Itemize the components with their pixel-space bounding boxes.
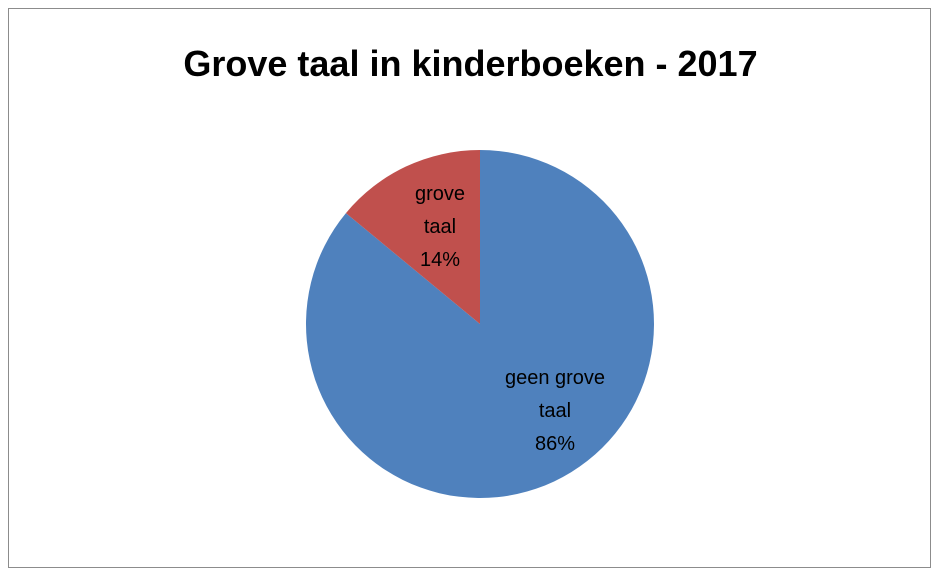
pie-labels: geen grove taal 86% grove taal 14% [415, 183, 605, 455]
pie-chart: geen grove taal 86% grove taal 14% [306, 150, 655, 499]
slice-label-1-line-2: 14% [420, 249, 460, 271]
pie-slice-1 [345, 150, 480, 324]
pie-slice-0 [306, 150, 655, 499]
slice-label-1-line-1: taal [424, 216, 456, 238]
slice-label-0-line-0: geen grove [505, 367, 605, 389]
slice-label-1-line-0: grove [415, 183, 465, 205]
slice-label-0-line-1: taal [539, 400, 571, 422]
pie-slices [306, 150, 655, 499]
chart-title: Grove taal in kinderboeken - 2017 [183, 43, 758, 84]
slice-label-0-line-2: 86% [535, 433, 575, 455]
